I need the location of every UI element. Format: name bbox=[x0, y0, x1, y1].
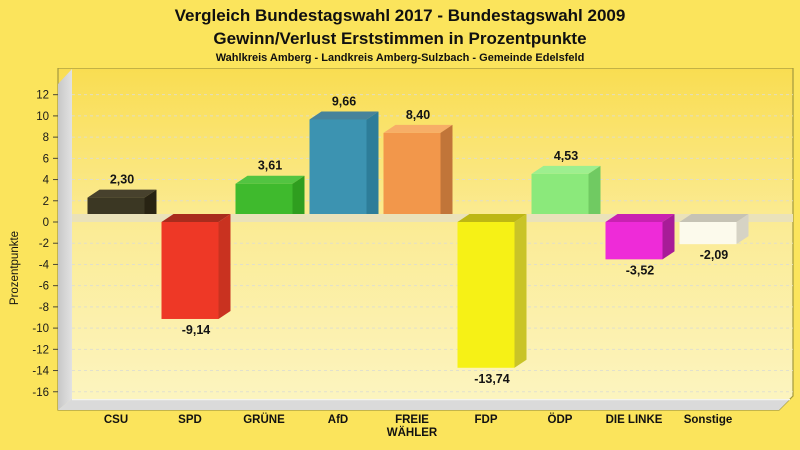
y-tick-label--16: -16 bbox=[32, 387, 49, 399]
bar-side-face bbox=[218, 214, 231, 319]
x-label-odp: ÖDP bbox=[547, 414, 573, 426]
y-tick-label-4: 4 bbox=[43, 175, 50, 187]
bar-top-face bbox=[679, 214, 749, 222]
value-label-sonstige: -2,09 bbox=[700, 248, 729, 262]
value-label-afd: 9,66 bbox=[332, 95, 356, 109]
y-tick-label-12: 12 bbox=[36, 90, 49, 102]
y-tick-label-6: 6 bbox=[43, 153, 49, 165]
value-label-fdp: -13,74 bbox=[474, 372, 509, 386]
bar-spd bbox=[161, 214, 231, 319]
y-tick-label-2: 2 bbox=[43, 196, 49, 208]
bar-side-face bbox=[366, 111, 379, 222]
zero-plane-band bbox=[72, 214, 793, 222]
bar-freie-wahler bbox=[383, 124, 453, 222]
bar-side-face bbox=[588, 165, 601, 222]
chart-title-line1: Vergleich Bundestagswahl 2017 - Bundesta… bbox=[174, 6, 626, 25]
bar-top-face bbox=[605, 214, 675, 222]
y-tick-label-8: 8 bbox=[43, 132, 49, 144]
chart-header: Vergleich Bundestagswahl 2017 - Bundesta… bbox=[0, 4, 800, 66]
value-label-grune: 3,61 bbox=[258, 159, 282, 173]
x-label-die-linke: DIE LINKE bbox=[605, 414, 663, 426]
plot-bottom-base bbox=[58, 399, 790, 410]
bar-front-face bbox=[531, 173, 589, 222]
bar-top-face bbox=[457, 214, 527, 222]
plot-left-wall bbox=[58, 69, 72, 410]
y-tick-label-0: 0 bbox=[43, 217, 49, 229]
chart-plot-area: 12 10 8 6 4 2 0 -2 -4 -6 -8 -10 -12 -14 -16 2,30 -9,14 3,… bbox=[32, 68, 794, 411]
x-label-afd: AfD bbox=[327, 414, 349, 426]
bar-afd bbox=[309, 111, 379, 222]
chart-title-line2: Gewinn/Verlust Erststimmen in Prozentpun… bbox=[213, 29, 587, 48]
bar-fdp bbox=[457, 214, 527, 368]
bar-side-face bbox=[662, 214, 675, 260]
y-tick-label--6: -6 bbox=[39, 281, 49, 293]
bar-front-face bbox=[161, 222, 219, 319]
value-label-odp: 4,53 bbox=[554, 149, 578, 163]
bar-top-face bbox=[161, 214, 231, 222]
value-label-die-linke: -3,52 bbox=[626, 263, 655, 277]
value-label-freie-wahler: 8,40 bbox=[406, 108, 430, 122]
bar-top-face bbox=[87, 189, 157, 198]
bar-odp bbox=[531, 165, 601, 222]
y-tick-label-10: 10 bbox=[36, 111, 49, 123]
bar-top-face bbox=[309, 111, 379, 120]
x-label-sonstige: Sonstige bbox=[683, 414, 733, 426]
bar-front-face bbox=[309, 119, 367, 222]
y-tick-label--2: -2 bbox=[39, 238, 49, 250]
bar-front-face bbox=[457, 222, 515, 368]
value-label-spd: -9,14 bbox=[182, 323, 211, 337]
x-label-freie-wahler: FREIE WÄHLER bbox=[386, 414, 438, 439]
x-label-grune: GRÜNE bbox=[243, 414, 285, 426]
y-tick-label--14: -14 bbox=[32, 366, 49, 378]
bar-top-face bbox=[531, 165, 601, 174]
bar-front-face bbox=[605, 222, 663, 260]
bar-side-face bbox=[292, 175, 305, 222]
bar-side-face bbox=[736, 214, 749, 245]
chart-subtitle: Wahlkreis Amberg - Landkreis Amberg-Sulz… bbox=[215, 52, 585, 64]
bar-front-face bbox=[679, 222, 737, 245]
bar-top-face bbox=[235, 175, 305, 184]
y-tick-label--4: -4 bbox=[39, 259, 50, 271]
bar-side-face bbox=[144, 189, 157, 222]
bar-die-linke bbox=[605, 214, 675, 260]
y-tick-label--12: -12 bbox=[32, 344, 49, 356]
bar-front-face bbox=[383, 132, 441, 222]
x-label-csu: CSU bbox=[103, 414, 129, 426]
y-tick-label--8: -8 bbox=[39, 302, 49, 314]
bar-top-face bbox=[383, 124, 453, 133]
value-label-csu: 2,30 bbox=[110, 173, 134, 187]
x-label-spd: SPD bbox=[178, 414, 202, 426]
bar-side-face bbox=[514, 214, 527, 368]
x-label-fdp: FDP bbox=[474, 414, 498, 426]
bar-side-face bbox=[440, 124, 453, 222]
y-tick-label--10: -10 bbox=[32, 323, 49, 335]
bar-sonstige bbox=[679, 214, 749, 245]
